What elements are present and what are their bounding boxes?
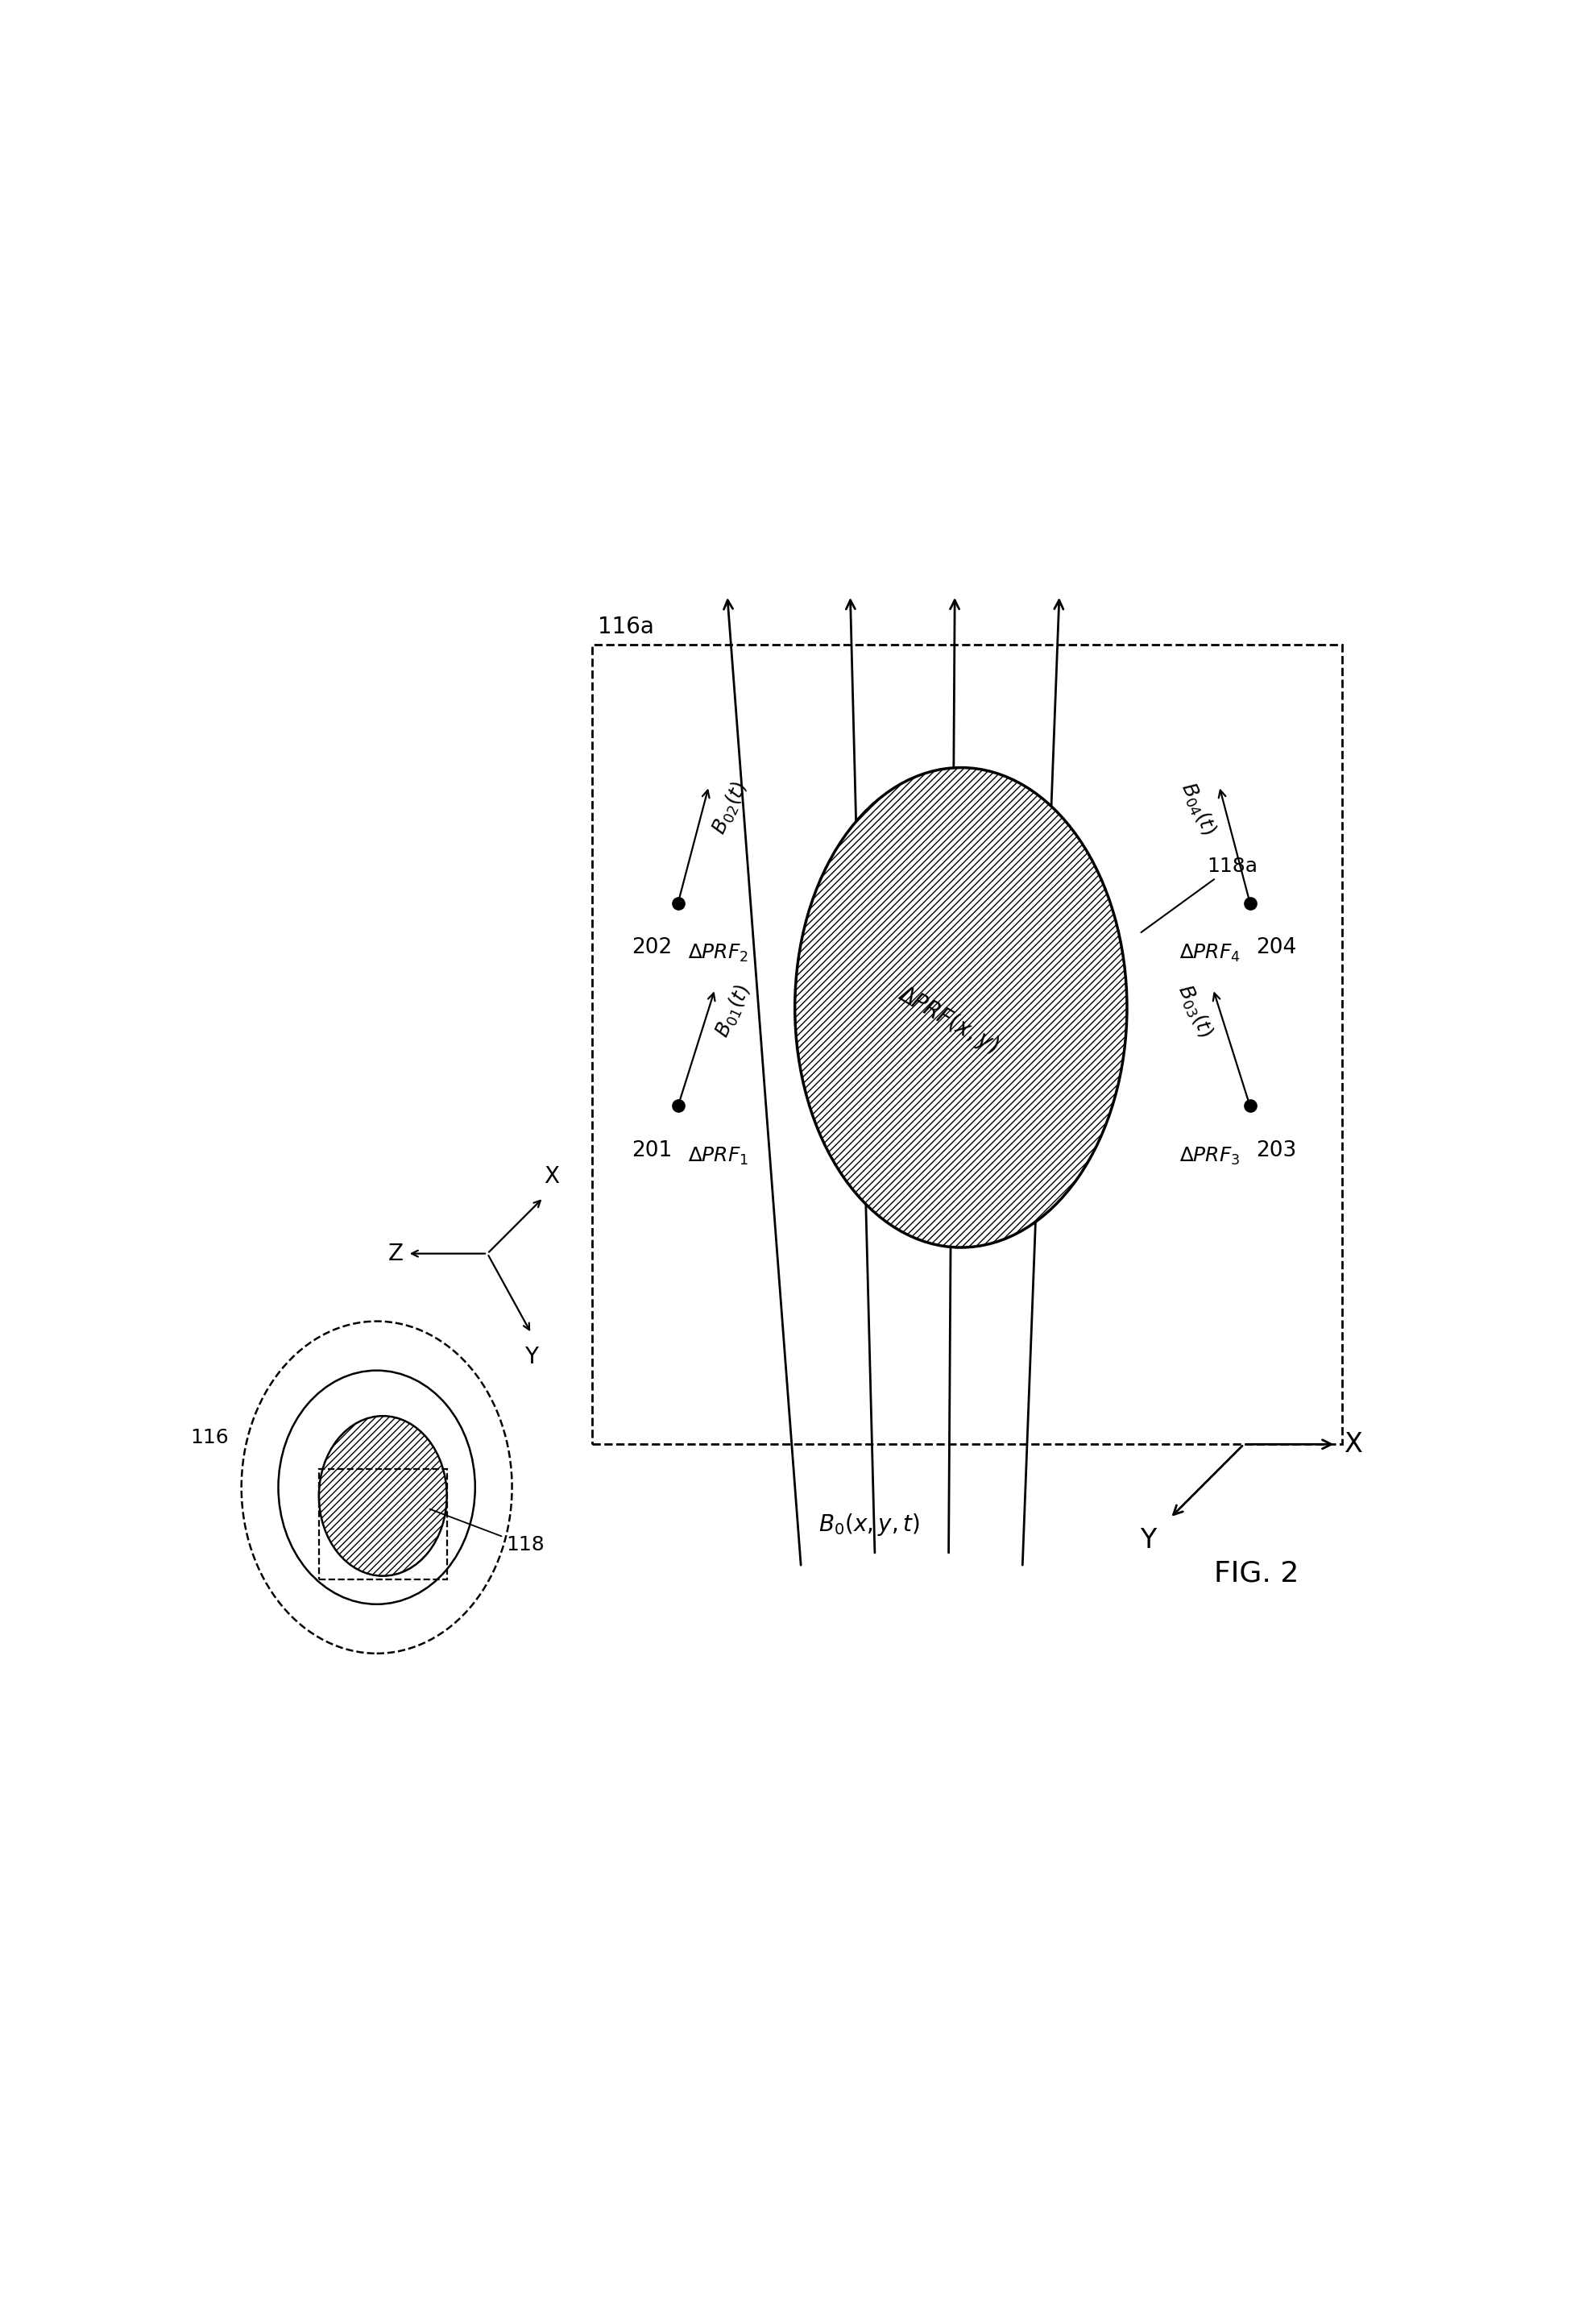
Text: $B_0(x, y, t)$: $B_0(x, y, t)$ [819, 1511, 919, 1536]
Text: 203: 203 [1257, 1141, 1297, 1162]
Ellipse shape [795, 767, 1127, 1248]
Text: 118: 118 [430, 1508, 544, 1555]
Ellipse shape [319, 1415, 448, 1576]
Text: 201: 201 [632, 1141, 671, 1162]
Text: 116: 116 [190, 1427, 229, 1448]
Text: Y: Y [525, 1346, 538, 1369]
Ellipse shape [278, 1371, 475, 1604]
Text: $B_{03}(t)$: $B_{03}(t)$ [1173, 981, 1217, 1041]
Text: 202: 202 [632, 937, 671, 957]
Text: 118a: 118a [1141, 855, 1257, 932]
Bar [592, 644, 1343, 1443]
Text: $B_{01}(t)$: $B_{01}(t)$ [711, 981, 755, 1041]
Text: Y: Y [1139, 1527, 1155, 1552]
Text: $B_{04}(t)$: $B_{04}(t)$ [1176, 779, 1220, 839]
Text: X: X [1344, 1432, 1363, 1457]
Text: $∆PRF_3$: $∆PRF_3$ [1179, 1146, 1239, 1167]
Text: $B_{02}(t)$: $B_{02}(t)$ [708, 779, 752, 839]
Text: $\Delta PRF(x, y)$: $\Delta PRF(x, y)$ [893, 981, 1003, 1060]
Text: 116a: 116a [598, 616, 654, 639]
Text: $∆PRF_4$: $∆PRF_4$ [1179, 941, 1239, 964]
Text: Z: Z [387, 1243, 403, 1264]
Text: $∆PRF_1$: $∆PRF_1$ [687, 1146, 749, 1167]
Text: $∆PRF_2$: $∆PRF_2$ [687, 941, 749, 964]
Bar [319, 1469, 448, 1580]
Text: FIG. 2: FIG. 2 [1214, 1559, 1298, 1587]
Text: 204: 204 [1257, 937, 1297, 957]
Ellipse shape [241, 1322, 513, 1652]
Text: X: X [544, 1164, 559, 1188]
